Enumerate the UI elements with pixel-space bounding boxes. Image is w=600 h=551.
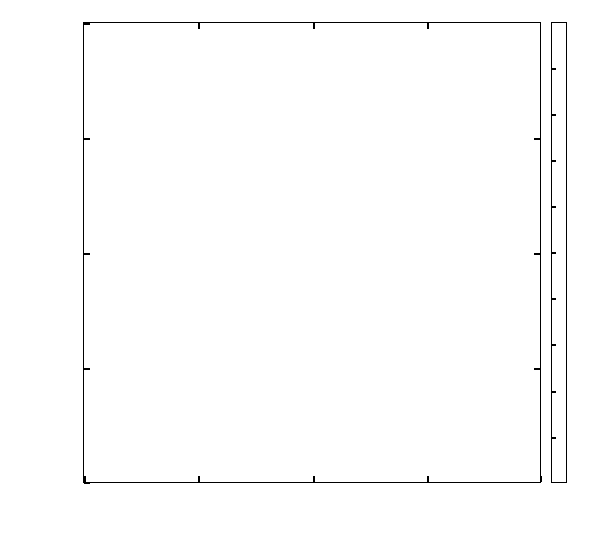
heatmap-axes xyxy=(83,22,542,484)
colorbar-tick-0.1 xyxy=(551,437,556,439)
y-tick-right-0 xyxy=(534,253,540,255)
colorbar-tick-0.7 xyxy=(551,160,556,162)
x-tick-top-0 xyxy=(313,23,315,29)
x-tick-top-50 xyxy=(427,23,429,29)
x-tick-top-neg50 xyxy=(198,23,200,29)
y-tick-neg50 xyxy=(84,368,90,370)
x-tick-50 xyxy=(427,476,429,482)
y-tick-right-neg50 xyxy=(534,368,540,370)
colorbar-tick-0.5 xyxy=(551,252,556,254)
colorbar-tick-0.4 xyxy=(551,298,556,300)
x-tick-neg100 xyxy=(84,476,86,482)
heatmap-image xyxy=(84,23,540,482)
colorbar xyxy=(551,22,567,483)
x-tick-0 xyxy=(313,476,315,482)
y-tick-neg100 xyxy=(84,482,90,484)
x-tick-100 xyxy=(540,476,542,482)
y-tick-right-50 xyxy=(534,138,540,140)
colorbar-tick-0.9 xyxy=(551,68,556,70)
colorbar-tick-0.2 xyxy=(551,391,556,393)
colorbar-tick-0.3 xyxy=(551,344,556,346)
y-tick-100 xyxy=(84,23,90,25)
y-tick-50 xyxy=(84,138,90,140)
colorbar-tick-0.8 xyxy=(551,114,556,116)
colorbar-tick-0.6 xyxy=(551,206,556,208)
y-tick-0 xyxy=(84,253,90,255)
x-tick-neg50 xyxy=(198,476,200,482)
